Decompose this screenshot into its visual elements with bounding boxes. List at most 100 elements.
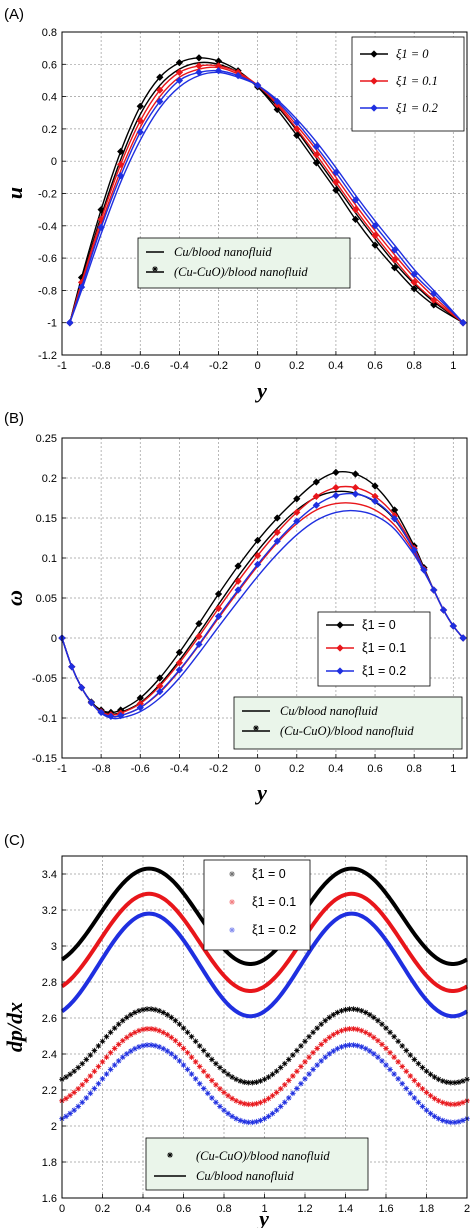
panel-c-series-black-cu-cuo-point (209, 1056, 215, 1063)
panel-c-series-black-cu-cuo-point (237, 1078, 243, 1084)
panel-c-series-blue-cu-cuo-point (387, 1066, 393, 1073)
panel-c-series-red-cu-cuo-point (306, 1054, 312, 1060)
panel-c-y-tick-label: 2 (51, 1121, 57, 1133)
panel-c-series-black-cu-cuo-point (205, 1052, 211, 1058)
panel-c-series-red-cu-cuo-point (314, 1045, 320, 1052)
panel-c-series-blue-cu-cuo-point (318, 1058, 324, 1064)
panel-c-series-red-cu-cuo-point (200, 1068, 207, 1075)
panel-c-legend-marker (229, 927, 235, 933)
panel-b-series-black-cu-cuo-point (234, 562, 242, 570)
panel-a-label: (A) (4, 6, 24, 23)
panel-b-y-tick-label: 0 (51, 633, 57, 645)
panel-c-legend-fluid-box (145, 1137, 369, 1191)
panel-c-series-blue-cu-cuo-point (298, 1080, 304, 1087)
panel-c-series-red-cu-cuo-point (435, 1098, 442, 1104)
panel-c-series-black-cu-cuo-point (460, 1078, 466, 1084)
panel-c-series-blue-cu-cuo-point (152, 1042, 158, 1049)
panel-c-series-blue-cu-cuo-point (403, 1085, 410, 1092)
panel-c-series-blue-cu-cuo-point (302, 1076, 308, 1082)
panel-a-series-red-cu-cuo-point (117, 160, 125, 169)
panel-b-legend-fluid-label: (Cu-CuO)/blood nanofluid (280, 724, 414, 738)
panel-c-x-tick-label: 0.4 (135, 1203, 150, 1215)
panel-b-series-red-cu-cuo-point (351, 483, 360, 492)
panel-a-ticks: -1 -0.8 -0.6 -0.4 -0.2 0 0.2 0.4 0.6 0.8 1-1.2-1-0… (38, 27, 456, 372)
panel-c-series-red-cu-cuo-point (95, 1063, 102, 1070)
panel-c-series-red-cu-cuo-point (391, 1054, 397, 1060)
panel-c-series-black-cu-cuo-point (91, 1047, 98, 1054)
panel-c-series-red-cu-cuo-point (395, 1059, 401, 1065)
panel-c-series-blue-cu-cuo-point (148, 1042, 154, 1048)
panel-a-x-tick-label: -0.8 (92, 360, 111, 372)
panel-a-legend-fluid-label: Cu/blood nanofluid (174, 245, 272, 259)
panel-b-series-blue-cu-cuo-point (156, 687, 164, 696)
panel-c-series-red-cu-cuo-point (148, 1026, 154, 1032)
panel-c-series-blue-cu-cuo-point (107, 1066, 114, 1073)
panel-c-series-black-cu-cuo-point (119, 1017, 126, 1024)
panel-c-series-blue-cu-cuo-point (164, 1048, 171, 1054)
panel-a-plot-area (66, 54, 467, 327)
panel-b-plot-area (58, 468, 467, 721)
panel-b-series-black-cu-cuo-point (293, 495, 301, 503)
panel-c-series-blue-cu-cuo-point (338, 1044, 345, 1050)
panel-c-series-black-cu-cuo-point (314, 1025, 320, 1031)
panel-a-series-blue-cu-point (459, 319, 467, 327)
panel-c-series-red-cu-cuo-point (136, 1027, 142, 1034)
panel-c-series-red-cu-cuo-point (460, 1099, 466, 1106)
panel-c-series-red-cu-cuo-point (184, 1049, 191, 1056)
panel-a-legend-marker (370, 77, 378, 85)
panel-b-legend-marker (336, 667, 344, 675)
panel-a-series-black-cu-cuo-point (117, 147, 125, 156)
panel-c-legend-series: ξ1 = 0 ξ1 = 0.1 ξ1 = 0.2 (203, 859, 311, 951)
panel-c-series-red-cu-cuo-point (269, 1092, 276, 1099)
panel-c-series-black-cu-cuo-point (221, 1068, 227, 1074)
panel-c-series-red-cu-cuo-point (107, 1049, 114, 1056)
panel-c-x-tick-label: 1 (261, 1203, 267, 1215)
panel-c-series-red-cu-cuo-point (383, 1045, 389, 1052)
panel-c-series-black-cu-cuo-point (103, 1033, 110, 1040)
panel-b-x-tick-label: 0 (255, 763, 261, 775)
panel-c-series-red-cu-cuo-point (456, 1100, 462, 1107)
panel-a-y-tick-label: -0.2 (38, 189, 57, 201)
panel-c-series-red-cu-cuo-point (241, 1100, 248, 1107)
panel-c-legend-fluid: (Cu-CuO)/blood nanofluid Cu/blood nanoflu… (145, 1137, 369, 1191)
panel-c-series-blue-cu-cuo-point (124, 1051, 130, 1057)
panel-c-series-black-cu-cuo-point (152, 1006, 158, 1013)
panel-b-x-tick-label: -1 (57, 763, 67, 775)
panel-b-frame (61, 437, 468, 759)
panel-c-series-blue-cu-cuo-point (140, 1042, 146, 1049)
panel-c-series-black-cu-cuo-point (448, 1079, 454, 1086)
panel-c-series-black-cu-cuo-point (124, 1014, 130, 1021)
panel-c-series-red-cu-cuo-point (358, 1027, 365, 1034)
panel-b-series-blue-cu-cuo-point (332, 491, 340, 500)
panel-c-series-black-cu-cuo-point (136, 1008, 142, 1014)
panel-c-series-black-cu-cuo-point (298, 1043, 304, 1049)
panel-b-series-blue-cu-cuo-point (136, 703, 144, 712)
panel-c-series-black-cu-cuo-point (67, 1071, 73, 1078)
panel-b-series-blue-cu-point (459, 634, 467, 642)
panel-c-series-blue-cu-cuo-point (221, 1107, 227, 1113)
panel-c-series-black-cu-cuo-point (273, 1068, 280, 1074)
panel-c-x-tick-label: 0 (59, 1203, 65, 1215)
panel-b: (B) -1 -0.8 -0.6 -0.4 -0.2 0 0.2 0.4 0.6 0.8 1 -0.1… (2, 410, 468, 805)
panel-c-y-tick-label: 3.4 (42, 869, 57, 881)
panel-c-series-red-cu-cuo-point (330, 1031, 337, 1038)
panel-c-series-black-cu-cuo-point (128, 1011, 134, 1018)
panel-c-series-black-cu-cuo-point (265, 1074, 272, 1080)
panel-c-series-red-cu-cuo-point (111, 1045, 118, 1052)
panel-c-series-blue-cu-cuo-point (229, 1113, 235, 1120)
panel-c-series-blue-cu-cuo-point (310, 1066, 316, 1073)
panel-a-series-red-cu-cuo-point (156, 86, 164, 94)
panel-c-series-blue-cu-cuo-point (132, 1045, 138, 1052)
panel-a-frame (61, 31, 468, 356)
panel-b-series-blue-cu-cuo-point (273, 537, 281, 545)
panel-c-series-red-cu-cuo-point (423, 1089, 430, 1096)
panel-c-series-red-cu-cuo-point (156, 1027, 162, 1034)
panel-c-series-red-cu-cuo-point (192, 1059, 199, 1065)
panel-c-series-black-cu-cuo-point (172, 1017, 179, 1024)
panel-c-series-blue-cu-cuo-point (63, 1113, 69, 1120)
panel-c-series-blue-cu-cuo-point (460, 1117, 466, 1124)
panel-c-series-black-cu-cuo-point (160, 1009, 167, 1016)
panel-b-legend-marker (336, 621, 344, 629)
panel-a-legend-label: ξ1 = 0.2 (396, 101, 438, 115)
panel-a-series-black-cu-cuo-point (136, 102, 144, 110)
